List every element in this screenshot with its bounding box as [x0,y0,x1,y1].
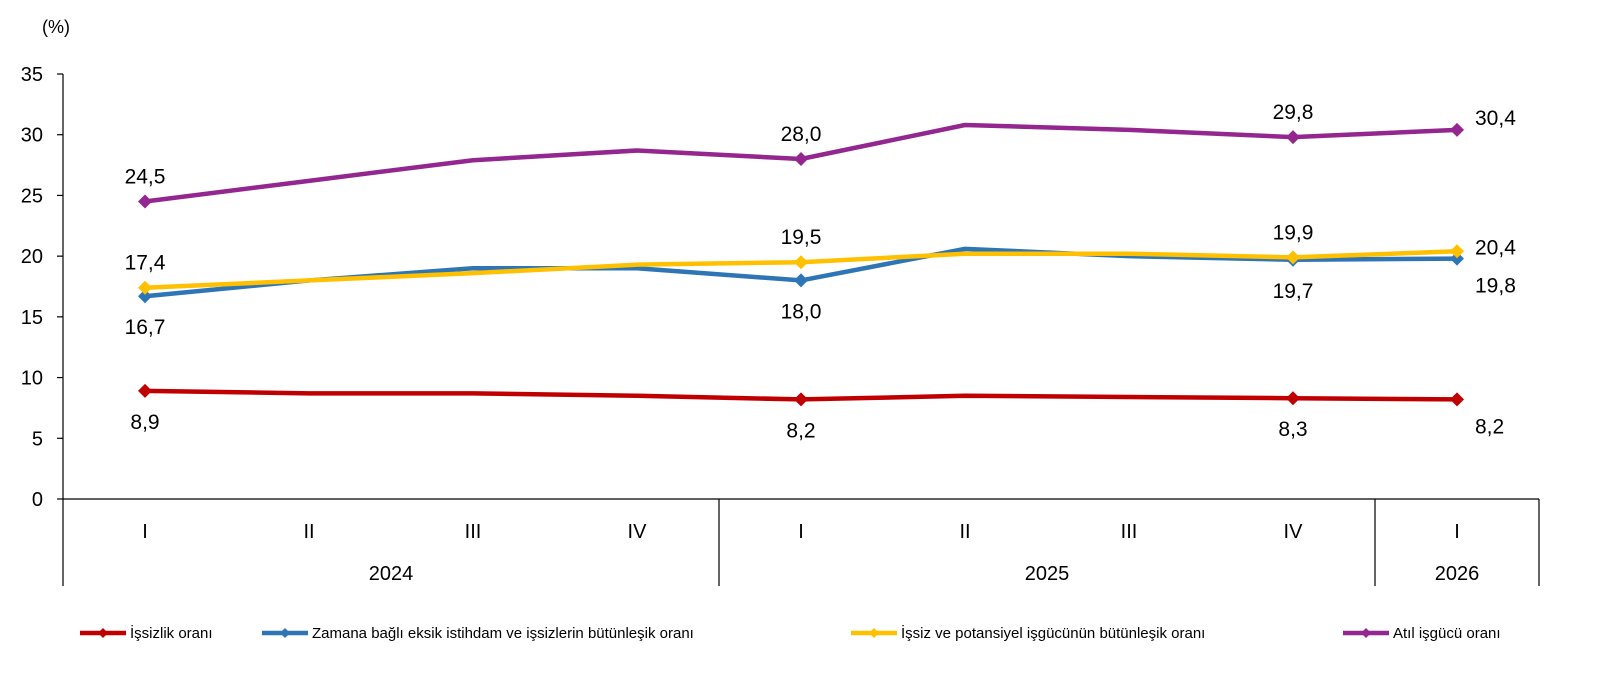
x-tick-label: IV [628,521,648,543]
data-label: 19,9 [1273,221,1314,244]
legend-item: Zamana bağlı eksik istihdam ve işsizleri… [262,625,694,642]
data-label: 19,8 [1475,275,1516,298]
data-label: 16,7 [125,316,166,339]
data-labels-layer: 8,9 8,2 8,3 8,2 16,7 18,0 19,7 19,8 17,4 19,5 19,9… [125,101,1517,442]
series-0 [138,383,1464,407]
y-axis: 0 5 10 15 20 25 30 35 [21,64,64,511]
data-label: 19,7 [1273,280,1314,303]
series-marker [1450,244,1464,259]
legend-label: İşsizlik oranı [130,624,213,642]
x-group-label: 2025 [1025,563,1070,585]
series-marker [138,289,152,304]
x-tick-label: IV [1284,521,1304,543]
data-label: 30,4 [1475,107,1516,130]
data-label: 18,0 [781,300,822,323]
data-label: 19,5 [781,226,822,249]
legend-label: İşsiz ve potansiyel işgücünün bütünleşik… [901,624,1205,642]
x-tick-label: I [798,521,804,543]
data-label: 8,9 [130,411,159,434]
series-marker [138,383,152,398]
series-2 [138,244,1464,295]
series-marker [1286,130,1300,145]
legend-item: Atıl işgücü oranı [1343,625,1501,642]
y-tick-label: 25 [21,185,43,207]
legend: İşsizlik oranı Zamana bağlı eksik istihda… [80,624,1501,642]
series-marker [794,255,808,270]
y-tick-label: 35 [21,64,43,86]
data-label: 17,4 [125,252,166,275]
y-tick-label: 10 [21,368,43,390]
x-tick-label: III [1121,521,1138,543]
x-tick-label: II [959,521,970,543]
series-marker [138,194,152,209]
series-marker [1450,251,1464,266]
series-marker [1450,122,1464,137]
x-tick-label: II [303,521,314,543]
legend-item: İşsiz ve potansiyel işgücünün bütünleşik… [851,624,1205,642]
y-axis-unit-label: (%) [42,17,70,37]
series-marker [1286,250,1300,265]
series-layer [138,122,1464,407]
x-group-label: 2026 [1435,563,1480,585]
data-label: 8,2 [786,419,815,442]
y-tick-label: 5 [32,428,43,450]
x-tick-label: I [1454,521,1460,543]
data-label: 29,8 [1273,101,1314,124]
y-tick-label: 20 [21,246,43,268]
legend-swatch-marker [280,628,290,638]
series-marker [1286,391,1300,406]
y-tick-label: 30 [21,125,43,147]
x-tick-label: III [465,521,482,543]
series-marker [138,280,152,295]
data-label: 20,4 [1475,236,1516,259]
legend-swatch-marker [98,628,108,638]
legend-swatch-marker [1361,628,1371,638]
legend-label: Atıl işgücü oranı [1393,625,1501,642]
data-label: 8,3 [1278,418,1307,441]
series-3 [138,122,1464,209]
x-group-label: 2024 [369,563,414,585]
legend-swatch-marker [869,628,879,638]
series-marker [1450,392,1464,407]
data-label: 28,0 [781,123,822,146]
series-marker [794,273,808,288]
y-tick-label: 0 [32,489,43,511]
data-label: 8,2 [1475,415,1504,438]
legend-item: İşsizlik oranı [80,624,213,642]
series-marker [794,392,808,407]
y-tick-label: 15 [21,307,43,329]
x-tick-label: I [142,521,148,543]
series-marker [794,152,808,166]
legend-label: Zamana bağlı eksik istihdam ve işsizleri… [312,625,694,642]
data-label: 24,5 [125,166,166,189]
